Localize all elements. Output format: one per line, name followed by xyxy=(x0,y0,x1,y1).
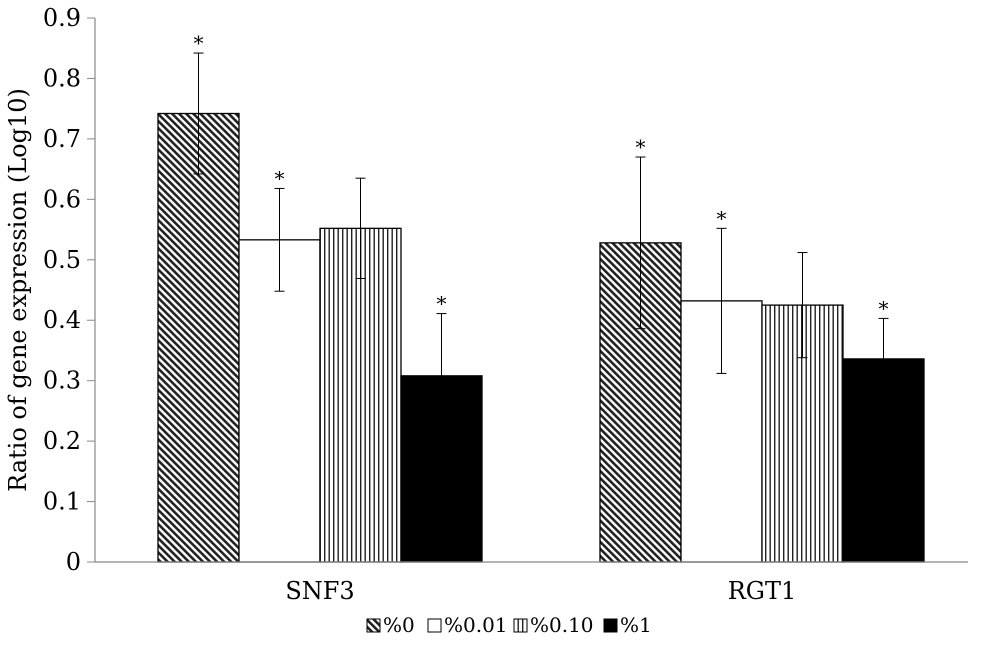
significance-star: * xyxy=(879,296,889,320)
legend-swatch xyxy=(513,618,528,633)
bar-snf3-2 xyxy=(319,227,402,563)
legend-label: %0.01 xyxy=(444,613,508,637)
legend: %0 %0.01 %0.10 %1 xyxy=(366,613,652,637)
y-tick-label: 0 xyxy=(66,548,81,576)
category-label: SNF3 xyxy=(285,577,354,605)
category-label: RGT1 xyxy=(728,577,797,605)
bars xyxy=(157,112,925,563)
y-tick-label: 0.8 xyxy=(43,64,81,92)
y-tick-label: 0.2 xyxy=(43,427,81,455)
significance-star: * xyxy=(275,166,285,190)
bar-snf3-0 xyxy=(157,112,240,563)
y-axis: 0 0.1 0.2 0.3 0.4 0.5 0.6 0.7 0.8 0.9 xyxy=(43,4,95,576)
y-tick-label: 0.1 xyxy=(43,488,81,516)
y-tick-label: 0.7 xyxy=(43,125,81,153)
significance-markers: * * * * * * xyxy=(194,31,889,320)
y-tick-label: 0.6 xyxy=(43,185,81,213)
legend-label: %1 xyxy=(620,613,652,637)
significance-star: * xyxy=(636,135,646,159)
significance-star: * xyxy=(437,292,447,316)
significance-star: * xyxy=(717,206,727,230)
significance-star: * xyxy=(194,31,204,55)
legend-swatch xyxy=(366,618,381,633)
legend-swatch xyxy=(427,618,442,633)
legend-label: %0 xyxy=(383,613,415,637)
y-axis-label: Ratio of gene expression (Log10) xyxy=(4,88,32,492)
error-bars xyxy=(193,52,889,439)
y-tick-label: 0.5 xyxy=(43,246,81,274)
legend-swatch xyxy=(603,618,618,633)
y-tick-label: 0.9 xyxy=(43,4,81,32)
x-axis: SNF3 RGT1 xyxy=(285,577,796,605)
axes xyxy=(94,18,968,563)
y-tick-label: 0.4 xyxy=(43,306,81,334)
y-tick-label: 0.3 xyxy=(43,367,81,395)
legend-label: %0.10 xyxy=(530,613,594,637)
